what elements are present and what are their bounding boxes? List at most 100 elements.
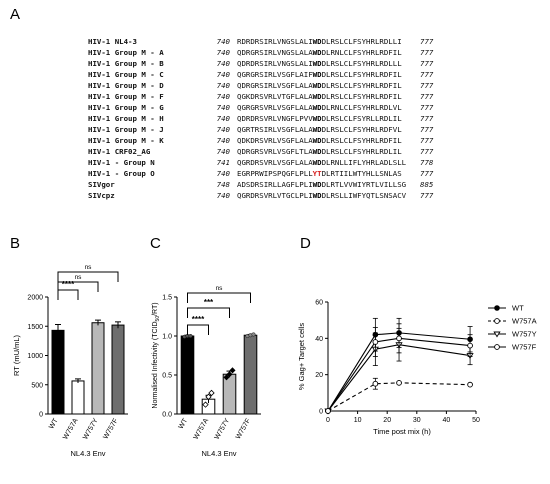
sequence-suffix: DLRTIILWTYHLLSNLAS (321, 169, 402, 178)
significance-label: **** (192, 315, 205, 324)
sequence-residues: QGRGRSVRLVSGFLALAWDDLRNLCLFSYHRLRDLVL (237, 102, 402, 113)
x-axis-label: NL4.3 Env (201, 449, 236, 458)
data-point (226, 371, 233, 378)
sequence-start-position: 740 (216, 169, 230, 178)
sequence-name: SIVgor (88, 180, 115, 189)
sequence-prefix: ADSDRSIRLLAGFLPLI (237, 180, 313, 189)
bar (71, 380, 85, 415)
sequence-suffix: DLRSLCLFSYRLLRDLIL (321, 114, 402, 123)
sequence-prefix: QDRDRSIRLVNGSLALI (237, 59, 313, 68)
sequence-motif: WD (312, 114, 322, 123)
x-tick-label: W757F (235, 418, 252, 441)
series-line (327, 382, 471, 412)
sequence-prefix: QGRGRSIRLVSGFLAIF (237, 70, 313, 79)
sequence-name: HIV-1 NL4-3 (88, 37, 137, 46)
significance-bracket (57, 281, 99, 292)
y-tick-label: 40 (315, 336, 323, 343)
bar (111, 324, 125, 415)
panel-letter-c: C (150, 235, 161, 252)
legend-label: W757Y (512, 330, 537, 339)
y-tick-label: 0.5 (162, 373, 172, 380)
sequence-end-position: 777 (420, 81, 434, 90)
x-tick-label: WT (48, 417, 60, 431)
series-line (327, 332, 471, 412)
y-tick-label: 0 (39, 412, 43, 419)
alignment-row: SIVcpz 740 QGRDRSVRLVTGCLPLIWDDLRSLLIWFYQT… (88, 190, 548, 201)
y-axis-label: RT (mU/mL) (12, 335, 21, 376)
sequence-name: HIV-1 - Group O (88, 169, 155, 178)
x-tick-label: W757F (102, 418, 119, 441)
significance-label: ns (75, 274, 83, 281)
sequence-residues: QDRGRSIRLVSGFLALAWDDLRSLCLFSYHRLRDFIL (237, 80, 402, 91)
sequence-end-position: 777 (420, 169, 434, 178)
y-tick-label: 1.0 (162, 334, 172, 341)
alignment-row: HIV-1 Group M - F 740 QGKDRSVRLVTGFLALAWDD… (88, 91, 548, 102)
alignment-row: HIV-1 NL4-3 740 RDRDRSIRLVNGSLALIWDDLRSLCL… (88, 36, 548, 47)
sequence-prefix: QGRDRSVRLVSGFLALA (237, 158, 313, 167)
sequence-residues: ADSDRSIRLLAGFLPLIWDDLRTLVVWIYRTLVILLSG (237, 179, 406, 190)
sequence-residues: QGRTRSIRLVSGFLALAWDDLRSLCLFSYHRLRDFVL (237, 124, 402, 135)
sequence-name: HIV-1 Group M - F (88, 92, 164, 101)
alignment-row: HIV-1 Group M - K 740 QDKDRSVRLVSGFLALAWDD… (88, 135, 548, 146)
legend-label: WT (512, 304, 524, 313)
sequence-name: HIV-1 Group M - H (88, 114, 164, 123)
sequence-name: HIV-1 Group M - J (88, 125, 164, 134)
sequence-suffix: DLRSLCLFSYHRLRDFVL (321, 125, 402, 134)
sequence-start-position: 740 (216, 37, 230, 46)
data-point (229, 367, 236, 374)
sequence-start-position: 748 (216, 180, 230, 189)
x-axis-label: NL4.3 Env (70, 449, 105, 458)
significance-bracket (187, 324, 209, 335)
x-tick-label: W757A (193, 417, 211, 441)
alignment-row: HIV-1 Group M - G 740 QGRGRSVRLVSGFLALAWDD… (88, 102, 548, 113)
sequence-prefix: RDRDRSIRLVNGSLALI (237, 37, 313, 46)
significance-label: *** (204, 298, 214, 307)
data-point (208, 389, 215, 397)
sequence-prefix: QDRDRSVRLVNGFLPVV (237, 114, 313, 123)
data-point (372, 380, 379, 387)
sequence-suffix: DLRSLCLFSYHRLRDLIL (321, 147, 402, 156)
sequence-motif: WD (312, 180, 322, 189)
sequence-end-position: 777 (420, 147, 434, 156)
sequence-start-position: 740 (216, 103, 230, 112)
sequence-suffix: DLRSLCLFSYHRLRDLLI (321, 37, 402, 46)
sequence-prefix: QGRDRSVRLVTGCLPLI (237, 191, 313, 200)
sequence-name: HIV-1 CRF02_AG (88, 147, 151, 156)
sequence-start-position: 740 (216, 125, 230, 134)
sequence-motif: WD (312, 125, 322, 134)
sequence-end-position: 777 (420, 70, 434, 79)
y-tick-label: 2000 (27, 295, 43, 302)
sequence-motif: WD (312, 103, 322, 112)
sequence-alignment: HIV-1 NL4-3 740 RDRDRSIRLVNGSLALIWDDLRSLCL… (88, 36, 548, 201)
sequence-name: HIV-1 Group M - K (88, 136, 164, 145)
sequence-motif: WD (312, 147, 322, 156)
sequence-motif: WD (312, 158, 322, 167)
sequence-motif: WD (312, 37, 322, 46)
x-tick-label: 30 (413, 417, 421, 424)
sequence-suffix: DLRNLLIFLYHRLADLSLL (321, 158, 407, 167)
x-tick-label: WT (178, 417, 190, 431)
y-axis-label: % Gag+ Target cells (297, 323, 306, 390)
panel-letter-d: D (300, 235, 311, 252)
sequence-motif: WD (312, 70, 322, 79)
sequence-end-position: 777 (420, 37, 434, 46)
alignment-row: HIV-1 Group M - C 740 QGRGRSIRLVSGFLAIFWDD… (88, 69, 548, 80)
alignment-row: HIV-1 CRF02_AG 740 QDRGRSVRLVSGFLTLAWDDLRS… (88, 146, 548, 157)
alignment-row: HIV-1 - Group O 740 EGRPRWIPSPQGFLPLLYTDLR… (88, 168, 548, 179)
sequence-motif: WD (312, 136, 322, 145)
sequence-motif: YT (312, 169, 322, 178)
alignment-row: SIVgor 748 ADSDRSIRLLAGFLPLIWDDLRTLVVWIYRT… (88, 179, 548, 190)
significance-bracket (187, 307, 230, 318)
sequence-end-position: 885 (420, 180, 434, 189)
data-point (188, 333, 193, 338)
bar (222, 373, 237, 415)
sequence-motif: WD (312, 81, 322, 90)
y-axis-label-main: Normalised Infectivity (TCID (152, 321, 159, 408)
sequence-end-position: 777 (420, 48, 434, 57)
significance-label: ns (85, 264, 93, 271)
data-point (467, 342, 473, 349)
sequence-residues: QGRDRSVRLVSGFLALAWDDLRNLLIFLYHRLADLSLL (237, 157, 406, 168)
y-tick-label: 1.5 (162, 295, 172, 302)
panel-letter-b: B (10, 235, 21, 252)
y-axis-label-end: /RT) (152, 302, 159, 315)
